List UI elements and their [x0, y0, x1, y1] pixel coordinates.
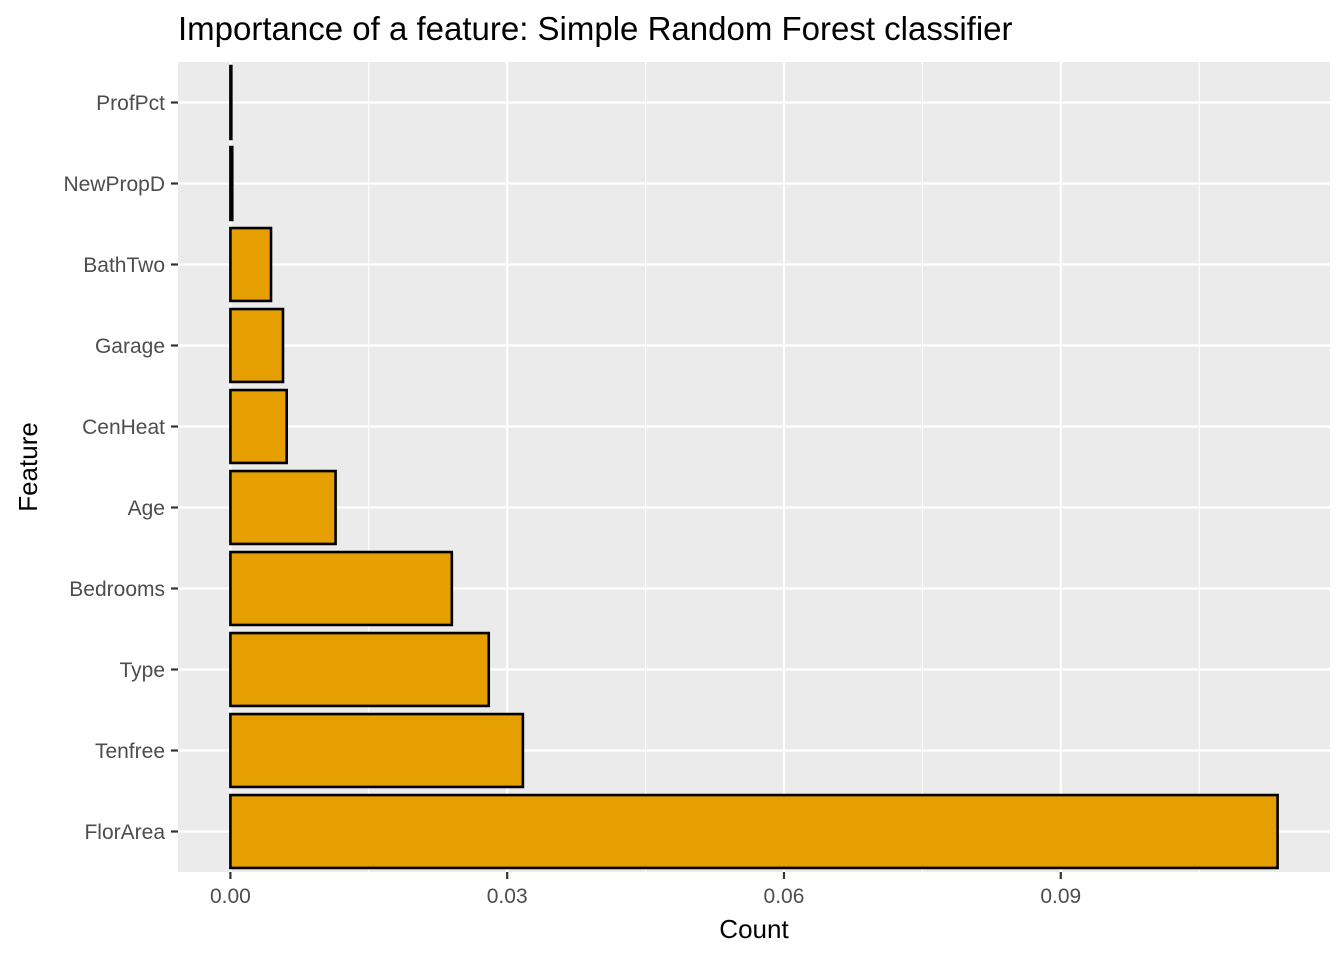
- chart-title: Importance of a feature: Simple Random F…: [178, 10, 1013, 47]
- y-tick-label: Tenfree: [95, 740, 165, 763]
- y-tick-label: CenHeat: [82, 416, 165, 439]
- x-tick-label: 0.00: [210, 885, 251, 908]
- y-tick-label: BathTwo: [83, 254, 165, 277]
- y-tick-label: Age: [128, 497, 165, 520]
- x-tick-label: 0.09: [1040, 885, 1081, 908]
- y-axis: ProfPct NewPropD BathTwo Garage CenHeat Age Be…: [63, 92, 178, 844]
- bar-florarea: [229, 793, 1279, 870]
- bar-garage: [229, 307, 285, 384]
- y-tick-label: Garage: [95, 335, 165, 358]
- bar-age: [229, 469, 337, 546]
- x-axis: 0.00 0.03 0.06 0.09: [210, 872, 1081, 908]
- y-tick-label: Type: [119, 659, 165, 682]
- x-tick-label: 0.03: [487, 885, 528, 908]
- bar-tenfree: [229, 712, 525, 789]
- bar-newpropd: [229, 145, 234, 222]
- y-tick-label: NewPropD: [63, 173, 165, 196]
- bar-profpct: [229, 64, 233, 141]
- y-tick-label: Bedrooms: [69, 578, 165, 601]
- bar-type: [229, 631, 491, 708]
- y-tick-label: FlorArea: [84, 821, 165, 844]
- bar-bathtwo: [229, 226, 273, 303]
- bar-cenheat: [229, 388, 288, 465]
- x-tick-label: 0.06: [764, 885, 805, 908]
- bar-bedrooms: [229, 550, 454, 627]
- y-tick-label: ProfPct: [96, 92, 165, 115]
- x-axis-title: Count: [719, 914, 789, 944]
- bars: [229, 64, 1279, 870]
- y-axis-title: Feature: [13, 422, 43, 512]
